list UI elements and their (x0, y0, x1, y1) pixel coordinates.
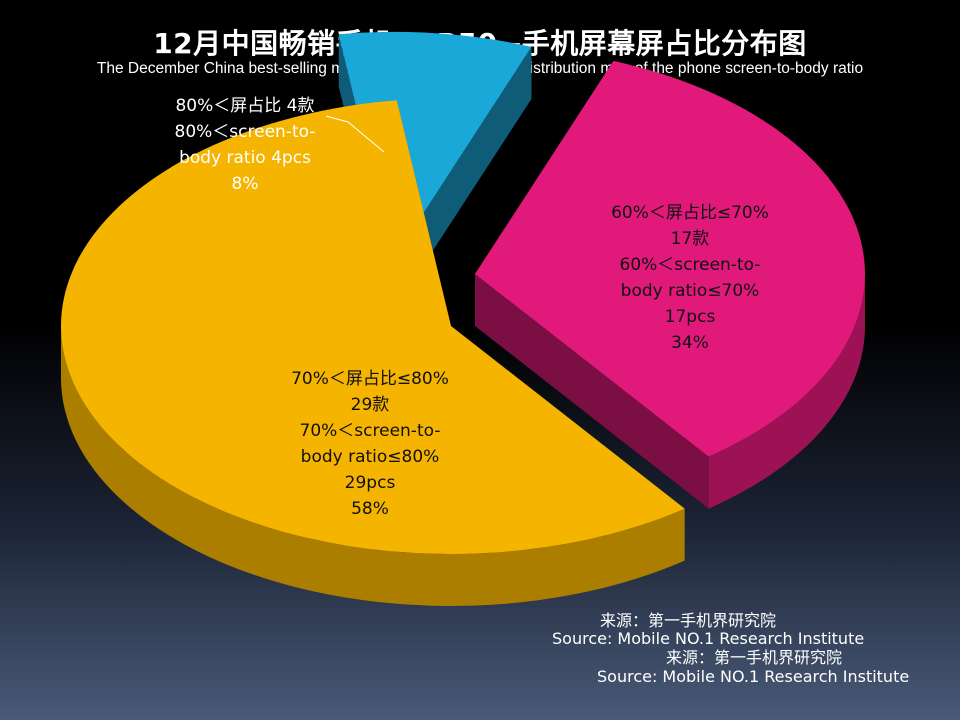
slice-label-70to80: 70%＜屏占比≤80% 29款 70%＜screen-to- body rati… (255, 366, 485, 522)
slice-label-60to70-line: 60%＜屏占比≤70% (611, 203, 769, 223)
source-line: 来源：第一手机界研究院 (666, 648, 843, 667)
slice-label-60to70-line: 60%＜screen-to- (619, 255, 761, 275)
slice-label-gt80-line: 80%＜屏占比 4款 (175, 96, 315, 116)
slice-label-gt80-line: 80%＜screen-to- (174, 122, 316, 142)
slice-60to70-cut-face (475, 274, 709, 509)
slice-label-gt80: 80%＜屏占比 4款 80%＜screen-to- body ratio 4pc… (140, 93, 350, 197)
slice-label-60to70-line: 17款 (670, 229, 710, 249)
slice-label-60to70-line: body ratio≤70% (620, 281, 760, 301)
slice-label-70to80-line: 70%＜屏占比≤80% (291, 369, 449, 389)
slice-60to70-top (475, 60, 866, 457)
slice-gt80-leader-line (325, 115, 385, 153)
slice-label-70to80-line: 29款 (350, 395, 390, 415)
slice-60to70-side (708, 274, 865, 509)
slice-label-60to70-line: 17pcs (664, 307, 716, 327)
source-line: 来源：第一手机界研究院 (600, 611, 777, 630)
slice-label-60to70: 60%＜屏占比≤70% 17款 60%＜screen-to- body rati… (575, 200, 805, 356)
slice-label-gt80-line: 8% (231, 174, 259, 194)
slice-label-70to80-line: body ratio≤80% (300, 447, 440, 467)
source-line: Source: Mobile NO.1 Research Institute (552, 629, 865, 648)
slice-70to80-side (61, 326, 685, 607)
source-line: Source: Mobile NO.1 Research Institute (597, 667, 910, 686)
slice-label-70to80-line: 29pcs (344, 473, 396, 493)
slice-label-70to80-line: 70%＜screen-to- (299, 421, 441, 441)
slice-label-70to80-line: 58% (351, 499, 389, 519)
slice-label-60to70-line: 34% (671, 333, 709, 353)
slice-label-gt80-line: body ratio 4pcs (179, 148, 311, 168)
slice-70to80-top (60, 100, 685, 555)
